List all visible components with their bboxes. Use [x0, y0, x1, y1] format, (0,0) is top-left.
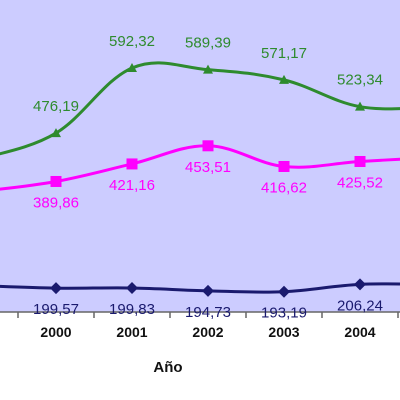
series-2-data-label: 421,16	[109, 177, 155, 194]
series-2: 389,86 421,16 453,51 416,62 425,52	[0, 140, 400, 211]
series-1-point	[203, 64, 213, 74]
series-1-data-label: 523,34	[337, 72, 383, 89]
series-3-point	[126, 281, 138, 294]
series-layer: 476,19 592,32 589,39 571,17 523,34 389,86 421,…	[0, 33, 400, 322]
plot-area	[0, 0, 400, 312]
series-3-data-label: 199,57	[33, 301, 79, 318]
series-3-point	[278, 285, 290, 298]
series-3-point	[354, 278, 366, 291]
series-3: 199,57 199,83 194,73 193,19 206,24	[0, 278, 400, 322]
series-3-data-label: 199,83	[109, 301, 155, 318]
x-tick-label-2004: 2004	[344, 324, 375, 340]
series-1-point	[127, 63, 137, 73]
x-axis-ticks	[17, 312, 399, 318]
series-2-data-label: 389,86	[33, 194, 79, 211]
x-tick-label-2002: 2002	[192, 324, 223, 340]
x-axis-tick-labels: 2000 2001 2002 2003 2004	[40, 324, 375, 340]
series-1-data-label: 592,32	[109, 33, 155, 50]
series-2-point	[278, 160, 290, 172]
x-tick-label-2001: 2001	[116, 324, 147, 340]
series-1-point	[51, 128, 61, 138]
series-2-data-label: 416,62	[261, 179, 307, 196]
x-tick-label-2003: 2003	[268, 324, 299, 340]
series-3-data-label: 193,19	[261, 305, 307, 322]
series-2-point	[126, 158, 138, 170]
x-tick-label-2000: 2000	[40, 324, 71, 340]
series-3-data-label: 206,24	[337, 297, 383, 314]
series-2-data-label: 425,52	[337, 174, 383, 191]
series-1-point	[279, 74, 289, 84]
series-3-point	[50, 282, 62, 295]
series-2-data-label: 453,51	[185, 159, 231, 176]
series-1-data-label: 589,39	[185, 35, 231, 52]
series-2-point	[354, 155, 366, 167]
series-2-point	[202, 140, 214, 152]
x-axis-title: Año	[153, 359, 182, 376]
series-1-point	[355, 101, 365, 111]
series-1-data-label: 476,19	[33, 98, 79, 115]
series-2-point	[50, 175, 62, 187]
series-1: 476,19 592,32 589,39 571,17 523,34	[0, 33, 400, 156]
series-3-data-label: 194,73	[185, 304, 231, 321]
series-1-data-label: 571,17	[261, 45, 307, 62]
series-3-point	[202, 284, 214, 297]
